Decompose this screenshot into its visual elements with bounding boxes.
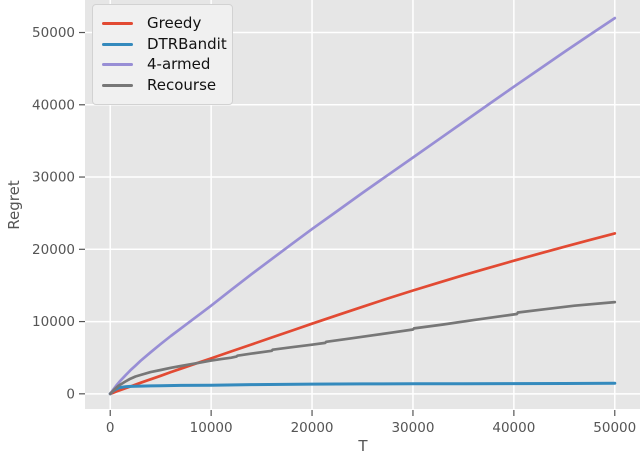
y-tick-label: 0 bbox=[66, 386, 75, 402]
series-line-4-armed bbox=[108, 16, 617, 396]
legend-label: DTRBandit bbox=[147, 34, 227, 53]
series-line-greedy bbox=[108, 232, 617, 396]
legend-item-recourse: Recourse bbox=[102, 76, 222, 95]
legend-line-swatch bbox=[102, 22, 133, 25]
y-tick-label: 10000 bbox=[32, 314, 75, 330]
x-tick-label: 10000 bbox=[190, 420, 233, 436]
x-axis-label: T bbox=[358, 437, 368, 455]
legend-label: Greedy bbox=[147, 14, 202, 32]
legend-label: 4-armed bbox=[147, 55, 211, 74]
legend-item-4-armed: 4-armed bbox=[102, 55, 222, 74]
legend-item-dtrbandit: DTRBandit bbox=[102, 35, 227, 54]
y-axis-label: Regret bbox=[5, 180, 23, 230]
legend: Greedy DTRBandit 4-armed Recourse bbox=[92, 4, 233, 105]
legend-line-swatch bbox=[102, 83, 133, 87]
legend-line-swatch bbox=[102, 42, 133, 46]
x-tick-label: 30000 bbox=[391, 420, 434, 436]
legend-line-swatch bbox=[102, 63, 133, 67]
x-tick-label: 20000 bbox=[291, 420, 334, 436]
x-tick-label: 0 bbox=[106, 420, 115, 436]
legend-item-greedy: Greedy bbox=[102, 14, 222, 33]
x-tick-label: 50000 bbox=[593, 420, 636, 436]
legend-label: Recourse bbox=[147, 75, 217, 94]
y-tick-label: 20000 bbox=[32, 242, 75, 258]
y-tick-label: 30000 bbox=[32, 170, 75, 186]
x-tick-label: 40000 bbox=[492, 420, 535, 436]
y-tick-label: 40000 bbox=[32, 97, 75, 113]
y-tick-label: 50000 bbox=[32, 25, 75, 41]
series-line-recourse bbox=[108, 300, 617, 396]
